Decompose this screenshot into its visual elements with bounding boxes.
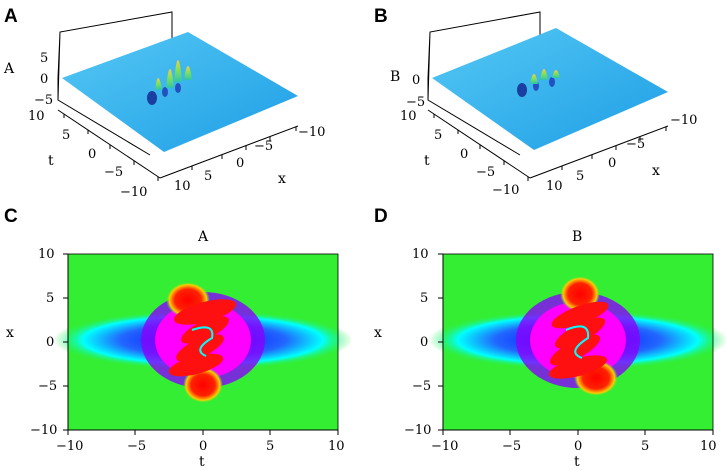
box-frame-a bbox=[57, 11, 173, 156]
panel-letter-d: D bbox=[374, 206, 388, 227]
t-axis-label-b: t bbox=[424, 153, 430, 169]
z-axis-label-b: B bbox=[390, 69, 401, 85]
y-tick-c: −5 bbox=[38, 379, 58, 394]
z-tick-a: −5 bbox=[34, 93, 54, 108]
x-tick-b: −5 bbox=[626, 137, 646, 152]
x-tick-a: 10 bbox=[174, 179, 191, 194]
x-tick-b: 5 bbox=[576, 169, 585, 184]
y-axis-label-c: x bbox=[6, 325, 14, 341]
t-tick-b: 0 bbox=[460, 147, 469, 162]
density-streak-c bbox=[191, 326, 214, 357]
z-tick-a: 0 bbox=[40, 72, 49, 87]
trough-a bbox=[147, 91, 157, 105]
x-tick-b: −10 bbox=[670, 113, 698, 128]
peak-a bbox=[166, 69, 174, 88]
trough-a bbox=[162, 87, 168, 97]
peak-a bbox=[184, 66, 192, 80]
panel-letter-b: B bbox=[374, 6, 388, 27]
trough-a bbox=[175, 83, 181, 93]
density-lobe-d bbox=[551, 301, 609, 329]
density-blob-c bbox=[183, 367, 223, 403]
y-tick-d: 5 bbox=[420, 291, 429, 306]
peak-b bbox=[530, 74, 538, 84]
x-tick-c: 5 bbox=[266, 439, 275, 454]
x-tick-c: −5 bbox=[127, 439, 147, 454]
z-axis-label-a: A bbox=[4, 61, 15, 77]
t-axis-line-b bbox=[427, 109, 531, 179]
t-axis-line-a bbox=[57, 109, 161, 179]
y-tick-c: 10 bbox=[38, 247, 55, 262]
density-lobe-c bbox=[181, 316, 229, 344]
peak-b bbox=[540, 69, 548, 80]
density-lobe-c bbox=[168, 353, 224, 377]
t-tick-b: −5 bbox=[476, 165, 496, 180]
y-tick-d: 0 bbox=[420, 335, 429, 350]
x-axis-label-a: x bbox=[278, 171, 286, 187]
x-axis-line-b bbox=[529, 125, 669, 179]
x-tick-d: −10 bbox=[431, 439, 459, 454]
panel-letter-c: C bbox=[4, 206, 18, 227]
t-axis-label-a: t bbox=[48, 153, 54, 169]
y-tick-d: 10 bbox=[412, 247, 429, 262]
x-tick-c: 10 bbox=[328, 439, 345, 454]
t-tick-a: −10 bbox=[120, 185, 148, 200]
x-axis-label-c: t bbox=[199, 454, 205, 470]
trough-b bbox=[517, 83, 527, 97]
x-tick-d: 0 bbox=[574, 439, 583, 454]
x-axis-label-b: x bbox=[652, 163, 660, 179]
z-tick-a: 5 bbox=[40, 51, 49, 66]
x-tick-b: 0 bbox=[608, 156, 617, 171]
x-tick-a: −5 bbox=[254, 139, 274, 154]
y-tick-c: 0 bbox=[46, 335, 55, 350]
surface-sheet-b bbox=[432, 28, 668, 150]
surface-sheet-a bbox=[62, 32, 298, 152]
t-tick-b: 5 bbox=[434, 128, 443, 143]
y-tick-d: −5 bbox=[412, 379, 432, 394]
x-tick-d: −5 bbox=[502, 439, 522, 454]
z-tick-b: −5 bbox=[406, 95, 426, 110]
y-tick-c: 5 bbox=[46, 291, 55, 306]
plot-title-c: A bbox=[198, 229, 209, 245]
t-tick-b: 10 bbox=[400, 109, 417, 124]
x-tick-b: 10 bbox=[546, 179, 563, 194]
x-tick-d: 10 bbox=[700, 439, 717, 454]
x-tick-d: 5 bbox=[641, 439, 650, 454]
t-tick-a: −5 bbox=[104, 165, 124, 180]
t-tick-b: −10 bbox=[492, 183, 520, 198]
density-lobe-d bbox=[548, 355, 608, 379]
t-tick-a: 5 bbox=[62, 128, 71, 143]
density-lobe-d bbox=[554, 317, 606, 349]
t-tick-a: 10 bbox=[28, 109, 45, 124]
y-tick-d: −10 bbox=[404, 423, 432, 438]
x-tick-a: −10 bbox=[298, 125, 326, 140]
density-lobe-c bbox=[173, 299, 237, 325]
x-axis-line-a bbox=[159, 125, 299, 179]
x-tick-a: 0 bbox=[236, 156, 245, 171]
peak-a bbox=[174, 60, 182, 82]
trough-b bbox=[549, 77, 555, 87]
x-tick-c: 0 bbox=[199, 439, 208, 454]
y-axis-label-d: x bbox=[374, 325, 382, 341]
plot-title-d: B bbox=[572, 229, 583, 245]
t-tick-a: 0 bbox=[88, 147, 97, 162]
peak-b bbox=[552, 70, 560, 78]
x-tick-a: 5 bbox=[204, 169, 213, 184]
x-tick-c: −10 bbox=[56, 439, 84, 454]
panel-letter-a: A bbox=[4, 6, 18, 27]
box-frame-b bbox=[427, 11, 541, 156]
peak-a bbox=[155, 78, 162, 90]
density-streak-d bbox=[565, 325, 590, 359]
y-tick-c: −10 bbox=[30, 423, 58, 438]
z-tick-b: 0 bbox=[412, 73, 421, 88]
x-axis-label-d: t bbox=[574, 454, 580, 470]
